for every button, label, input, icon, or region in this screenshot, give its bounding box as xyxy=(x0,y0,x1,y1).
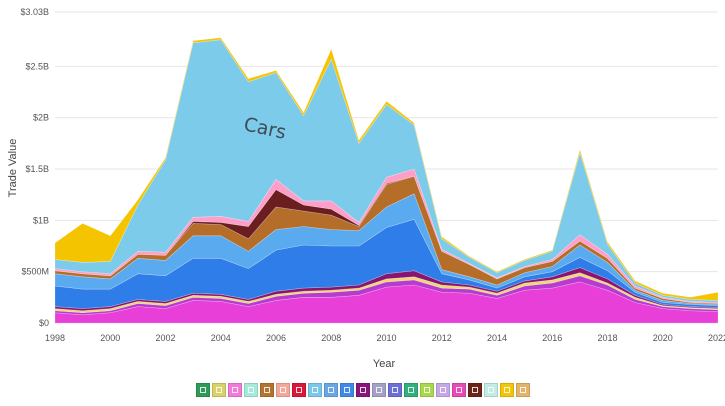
legend-swatch-8[interactable] xyxy=(307,383,322,397)
y-tick-label: $2.5B xyxy=(25,61,49,71)
legend-swatch-16[interactable] xyxy=(435,383,450,397)
category-icon xyxy=(263,387,270,393)
category-icon xyxy=(439,387,446,393)
legend-swatch-21[interactable] xyxy=(515,383,530,397)
x-tick-label: 2008 xyxy=(321,333,341,343)
category-icon xyxy=(519,387,526,393)
x-tick-label: 2022 xyxy=(708,333,725,343)
legend-swatch-3[interactable] xyxy=(227,383,242,397)
x-tick-label: 2002 xyxy=(155,333,175,343)
x-tick-label: 2020 xyxy=(653,333,673,343)
category-icon xyxy=(343,387,350,393)
stacked-area-chart: $0 $500M $1B $1.5B $2B $2.5B $3.03B 1998 2000 20… xyxy=(7,7,725,370)
x-tick-label: 2004 xyxy=(211,333,231,343)
legend-swatch-15[interactable] xyxy=(419,383,434,397)
x-tick-label: 1998 xyxy=(45,333,65,343)
x-tick-label: 2006 xyxy=(266,333,286,343)
legend-swatch-10[interactable] xyxy=(339,383,354,397)
y-axis-title: Trade Value xyxy=(7,139,19,198)
x-tick-label: 2014 xyxy=(487,333,507,343)
category-icon xyxy=(215,387,222,393)
legend-swatch-2[interactable] xyxy=(211,383,226,397)
category-icon xyxy=(487,387,494,393)
category-icon xyxy=(375,387,382,393)
legend-swatch-5[interactable] xyxy=(259,383,274,397)
category-icon xyxy=(407,387,414,393)
x-tick-label: 2018 xyxy=(597,333,617,343)
category-icon xyxy=(199,387,206,393)
category-icon xyxy=(359,387,366,393)
category-icon xyxy=(327,387,334,393)
x-axis-title: Year xyxy=(373,358,396,370)
legend-swatch-14[interactable] xyxy=(403,383,418,397)
y-tick-label: $3.03B xyxy=(20,7,49,17)
x-tick-label: 2016 xyxy=(542,333,562,343)
legend-swatch-9[interactable] xyxy=(323,383,338,397)
category-icon xyxy=(455,387,462,393)
x-tick-label: 2012 xyxy=(432,333,452,343)
y-axis-ticks: $0 $500M $1B $1.5B $2B $2.5B $3.03B xyxy=(20,7,49,328)
legend-swatch-11[interactable] xyxy=(355,383,370,397)
category-icon xyxy=(231,387,238,393)
y-tick-label: $0 xyxy=(39,318,49,328)
legend-swatch-1[interactable] xyxy=(195,383,210,397)
x-tick-label: 2010 xyxy=(376,333,396,343)
category-icon xyxy=(423,387,430,393)
area-series-11[interactable] xyxy=(54,37,719,301)
category-icon xyxy=(311,387,318,393)
legend-swatch-7[interactable] xyxy=(291,383,306,397)
legend-swatch-13[interactable] xyxy=(387,383,402,397)
x-axis-ticks: 1998 2000 2002 2004 2006 2008 2010 2012 2014 2016… xyxy=(45,333,725,343)
legend-swatch-17[interactable] xyxy=(451,383,466,397)
category-icon xyxy=(391,387,398,393)
legend-swatch-19[interactable] xyxy=(483,383,498,397)
y-tick-label: $2B xyxy=(33,113,49,123)
category-icon xyxy=(503,387,510,393)
area-series-1[interactable] xyxy=(54,281,719,324)
y-tick-label: $1B xyxy=(33,215,49,225)
area-series-3[interactable] xyxy=(54,272,719,314)
x-tick-label: 2000 xyxy=(100,333,120,343)
legend-swatch-4[interactable] xyxy=(243,383,258,397)
category-icon xyxy=(471,387,478,393)
category-icon xyxy=(279,387,286,393)
y-tick-label: $1.5B xyxy=(25,164,49,174)
legend-swatch-6[interactable] xyxy=(275,383,290,397)
area-series-group xyxy=(54,37,719,324)
area-series-2[interactable] xyxy=(54,275,719,316)
legend xyxy=(0,383,725,399)
y-tick-label: $500M xyxy=(21,267,49,277)
legend-swatch-18[interactable] xyxy=(467,383,482,397)
category-icon xyxy=(295,387,302,393)
legend-swatch-20[interactable] xyxy=(499,383,514,397)
category-icon xyxy=(247,387,254,393)
legend-swatch-12[interactable] xyxy=(371,383,386,397)
